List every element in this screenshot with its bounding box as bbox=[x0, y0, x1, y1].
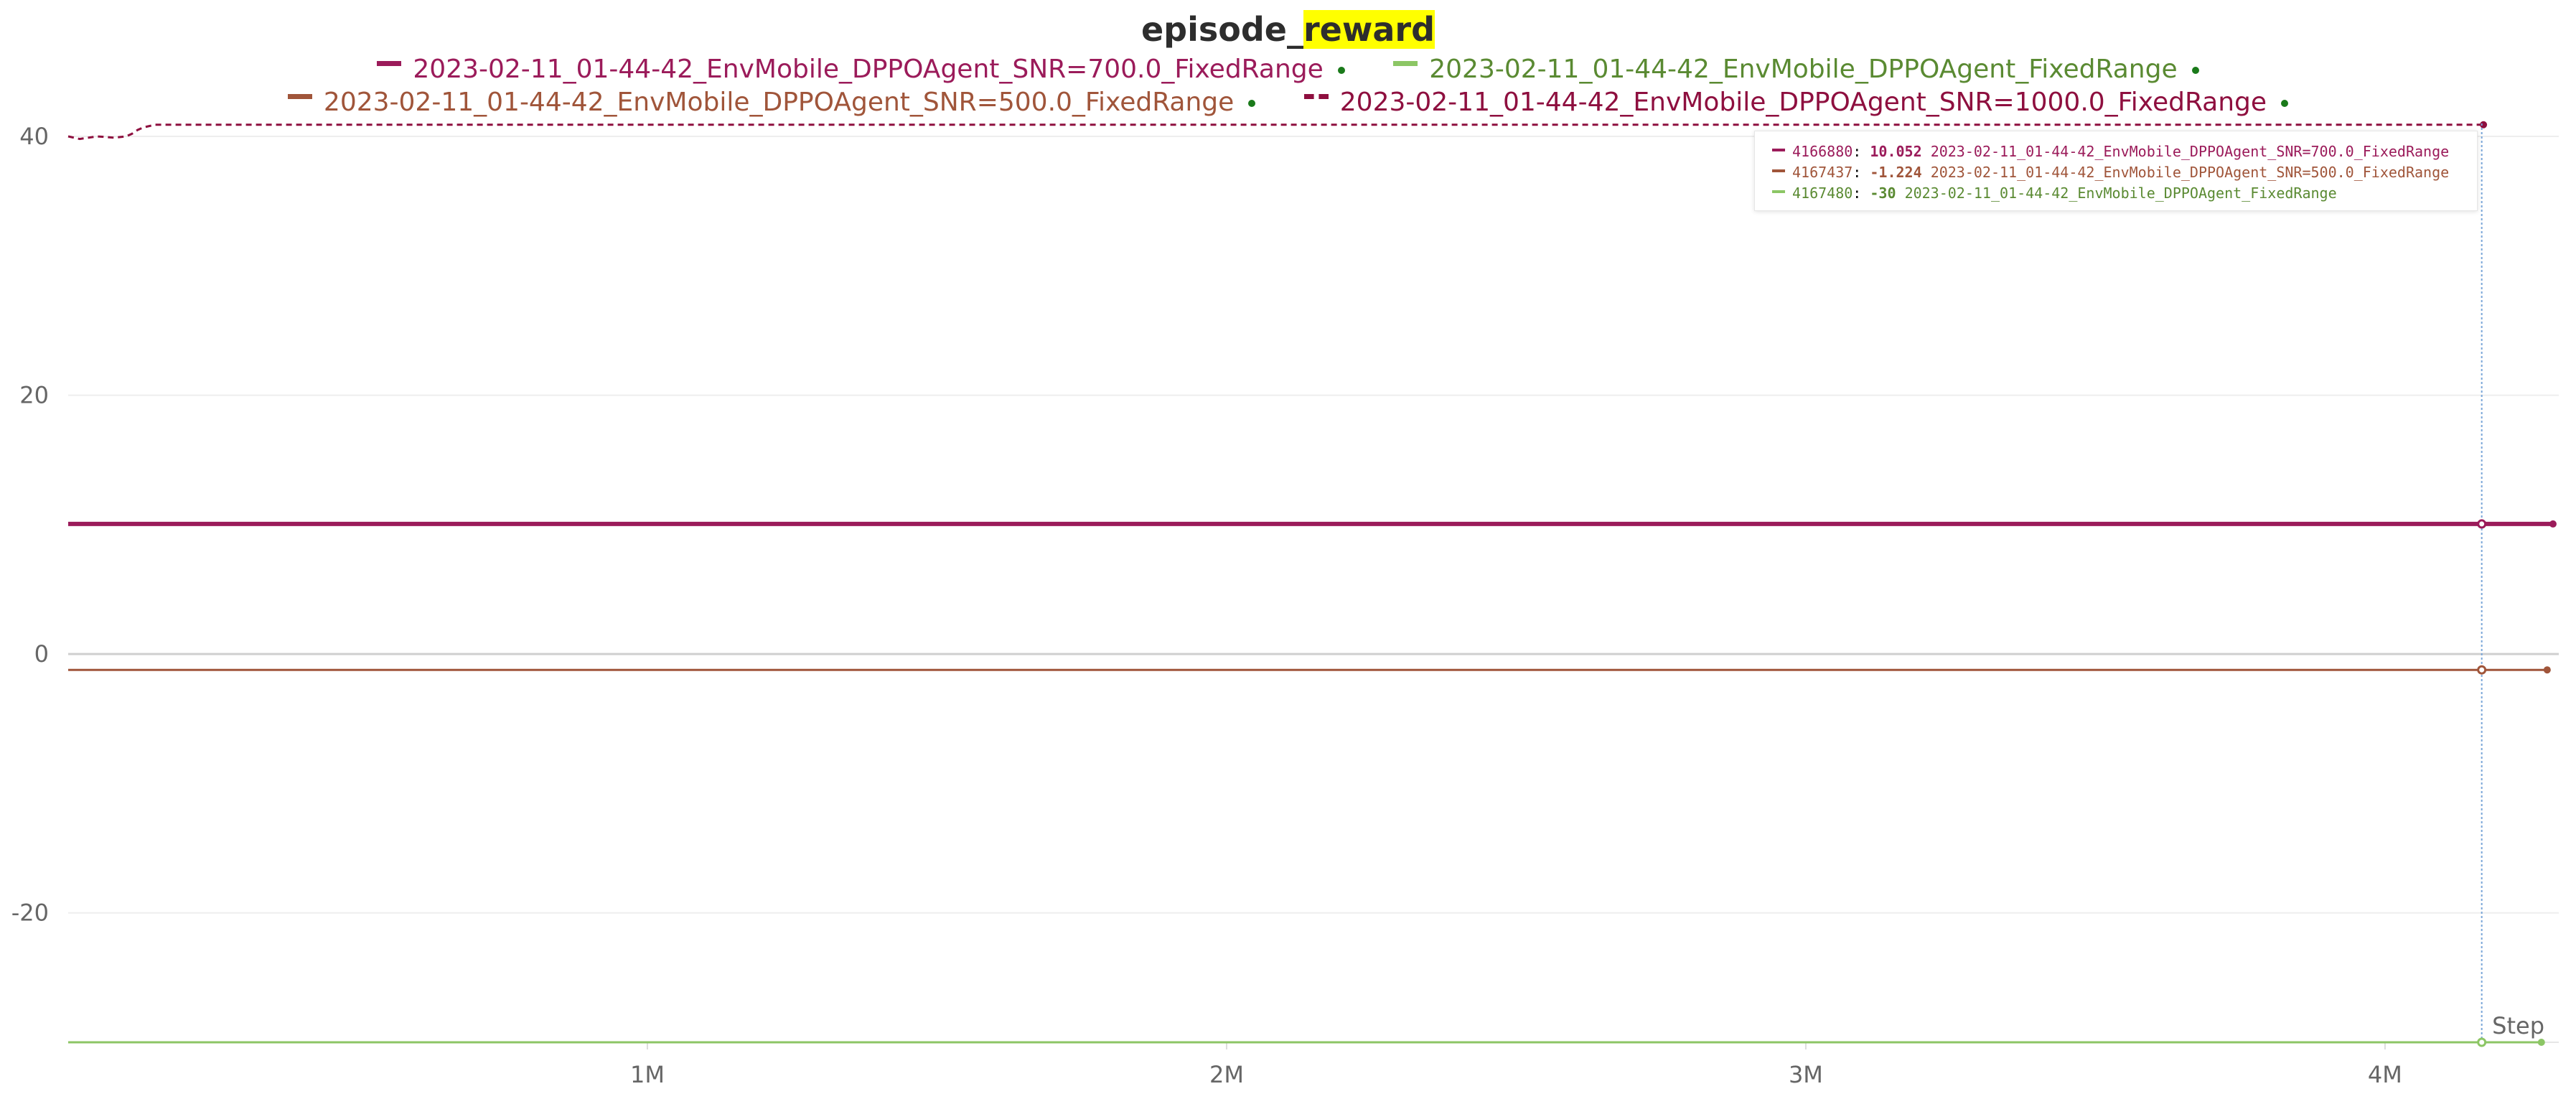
hover-tooltip: 4166880: 10.052 2023-02-11_01-44-42_EnvM… bbox=[1754, 131, 2478, 211]
y-tick-labels: 40 20 0 -20 bbox=[11, 123, 49, 927]
legend-label: 2023-02-11_01-44-42_EnvMobile_DPPOAgent_… bbox=[1429, 55, 2178, 84]
tooltip-swatch bbox=[1772, 190, 1785, 193]
legend-item-snr500[interactable]: 2023-02-11_01-44-42_EnvMobile_DPPOAgent_… bbox=[287, 88, 1256, 117]
legend-row-2: 2023-02-11_01-44-42_EnvMobile_DPPOAgent_… bbox=[0, 88, 2576, 117]
series-end-point bbox=[2480, 121, 2488, 128]
tooltip-row: 4167437: -1.224 2023-02-11_01-44-42_EnvM… bbox=[1772, 164, 2449, 181]
grid-lines bbox=[68, 136, 2559, 1049]
legend-label: 2023-02-11_01-44-42_EnvMobile_DPPOAgent_… bbox=[1339, 88, 2267, 117]
hover-point bbox=[2477, 519, 2487, 529]
series-line bbox=[67, 123, 2484, 141]
y-tick-label: 20 bbox=[19, 382, 49, 409]
legend-swatch bbox=[377, 60, 402, 66]
x-axis-label: Step bbox=[2492, 1012, 2544, 1039]
tooltip-swatch bbox=[1772, 148, 1785, 151]
legend-dot-icon bbox=[2281, 100, 2289, 107]
tooltip-value: -1.224 bbox=[1870, 164, 1922, 181]
tooltip-series-name: 2023-02-11_01-44-42_EnvMobile_DPPOAgent_… bbox=[1904, 184, 2337, 202]
series-end-point bbox=[2549, 520, 2557, 528]
legend-dot-icon bbox=[1248, 100, 1256, 107]
legend-dot-icon bbox=[1337, 67, 1345, 74]
chart-title-prefix: episode_ bbox=[1141, 10, 1303, 49]
legend-swatch bbox=[287, 93, 312, 99]
tooltip-value: 10.052 bbox=[1870, 143, 1922, 160]
legend-swatch bbox=[1303, 93, 1329, 99]
legend-swatch bbox=[1393, 60, 1418, 66]
hover-layer bbox=[2477, 123, 2487, 1047]
y-tick-label: 0 bbox=[34, 640, 49, 668]
legend-dot-icon bbox=[2191, 67, 2199, 74]
legend-label: 2023-02-11_01-44-42_EnvMobile_DPPOAgent_… bbox=[323, 88, 1235, 117]
tooltip-step: 4167437 bbox=[1792, 164, 1853, 181]
series-lines bbox=[67, 121, 2557, 1046]
x-tick-label: 2M bbox=[1209, 1061, 1244, 1088]
tooltip-swatch bbox=[1772, 169, 1785, 172]
y-tick-label: -20 bbox=[11, 899, 49, 927]
legend-label: 2023-02-11_01-44-42_EnvMobile_DPPOAgent_… bbox=[413, 55, 1324, 84]
series-end-point bbox=[2537, 1039, 2545, 1046]
y-tick-label: 40 bbox=[19, 123, 49, 150]
x-tick-label: 1M bbox=[630, 1061, 665, 1088]
series-end-point bbox=[2543, 666, 2551, 674]
tooltip-step: 4167480 bbox=[1792, 184, 1853, 202]
x-tick-label: 4M bbox=[2368, 1061, 2402, 1088]
tooltip-value: -30 bbox=[1870, 184, 1896, 202]
chart-title: episode_reward bbox=[0, 10, 2576, 49]
tooltip-row: 4166880: 10.052 2023-02-11_01-44-42_EnvM… bbox=[1772, 143, 2449, 160]
hover-point bbox=[2477, 665, 2487, 675]
tooltip-row: 4167480: -30 2023-02-11_01-44-42_EnvMobi… bbox=[1772, 184, 2337, 202]
hover-point bbox=[2477, 1037, 2487, 1047]
tooltip-step: 4166880 bbox=[1792, 143, 1853, 160]
chart-title-highlight: reward bbox=[1303, 10, 1435, 49]
tooltip-series-name: 2023-02-11_01-44-42_EnvMobile_DPPOAgent_… bbox=[1930, 143, 2450, 160]
tooltip-series-name: 2023-02-11_01-44-42_EnvMobile_DPPOAgent_… bbox=[1930, 164, 2450, 181]
legend-item-snr700[interactable]: 2023-02-11_01-44-42_EnvMobile_DPPOAgent_… bbox=[377, 55, 1345, 84]
x-tick-labels: 1M 2M 3M 4M bbox=[630, 1061, 2402, 1088]
legend-item-fixedrange[interactable]: 2023-02-11_01-44-42_EnvMobile_DPPOAgent_… bbox=[1393, 55, 2199, 84]
x-tick-label: 3M bbox=[1789, 1061, 1823, 1088]
legend-row-1: 2023-02-11_01-44-42_EnvMobile_DPPOAgent_… bbox=[0, 55, 2576, 84]
legend-item-snr1000[interactable]: 2023-02-11_01-44-42_EnvMobile_DPPOAgent_… bbox=[1303, 88, 2289, 117]
